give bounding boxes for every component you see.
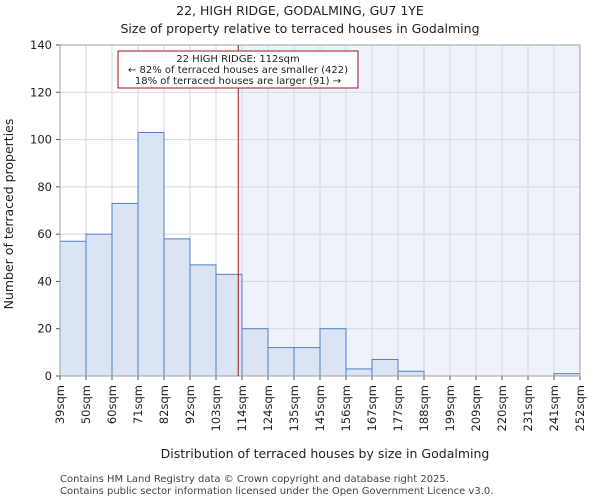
bar-39sqm <box>60 241 86 376</box>
y-tick-label: 120 <box>30 85 52 99</box>
annotation-smaller: ← 82% of terraced houses are smaller (42… <box>128 65 348 76</box>
footer-copyright: Contains HM Land Registry data © Crown c… <box>60 474 449 485</box>
x-tick-label: 103sqm <box>209 385 223 431</box>
x-tick-label: 135sqm <box>287 385 301 431</box>
y-tick-label: 0 <box>45 369 52 383</box>
x-tick-label: 124sqm <box>261 385 275 431</box>
y-tick-label: 140 <box>30 38 52 52</box>
bar-177sqm <box>398 371 424 376</box>
y-tick-label: 40 <box>37 274 52 288</box>
y-tick-label: 20 <box>37 322 52 336</box>
x-axis-ticks: 39sqm 50sqm 60sqm 71sqm 82sqm 92sqm 103sqm 114s… <box>53 376 587 431</box>
chart-canvas: 22, HIGH RIDGE, GODALMING, GU7 1YE Size … <box>0 0 600 500</box>
y-tick-label: 100 <box>30 133 52 147</box>
bar-92sqm <box>190 265 216 376</box>
x-tick-label: 241sqm <box>547 385 561 431</box>
bar-82sqm <box>164 239 190 376</box>
x-tick-label: 50sqm <box>79 385 93 424</box>
x-tick-label: 145sqm <box>313 385 327 431</box>
x-tick-label: 231sqm <box>521 385 535 431</box>
y-tick-label: 60 <box>37 227 52 241</box>
bar-167sqm <box>372 359 398 376</box>
x-tick-label: 92sqm <box>183 385 197 424</box>
x-tick-label: 167sqm <box>365 385 379 431</box>
x-tick-label: 71sqm <box>131 385 145 424</box>
x-tick-label: 156sqm <box>339 385 353 431</box>
x-tick-label: 177sqm <box>391 385 405 431</box>
bar-114sqm <box>242 329 268 376</box>
annotation-property: 22 HIGH RIDGE: 112sqm <box>176 54 299 65</box>
x-tick-label: 114sqm <box>235 385 249 431</box>
y-axis-ticks: 0 20 40 60 80 100 120 140 <box>30 38 60 383</box>
x-tick-label: 82sqm <box>157 385 171 424</box>
x-tick-label: 220sqm <box>495 385 509 431</box>
chart-title: Size of property relative to terraced ho… <box>120 21 479 36</box>
bar-145sqm <box>320 329 346 376</box>
bar-71sqm <box>138 132 164 376</box>
x-tick-label: 60sqm <box>105 385 119 424</box>
bar-124sqm <box>268 348 294 376</box>
y-axis-label: Number of terraced properties <box>1 119 16 310</box>
y-tick-label: 80 <box>37 180 52 194</box>
bar-50sqm <box>86 234 112 376</box>
x-tick-label: 252sqm <box>573 385 587 431</box>
bar-156sqm <box>346 369 372 376</box>
footer-licence: Contains public sector information licen… <box>60 486 493 497</box>
x-tick-label: 199sqm <box>443 385 457 431</box>
x-axis-label: Distribution of terraced houses by size … <box>161 446 490 461</box>
highlight-region <box>238 45 580 376</box>
chart-title-address: 22, HIGH RIDGE, GODALMING, GU7 1YE <box>176 3 424 18</box>
x-tick-label: 209sqm <box>469 385 483 431</box>
x-tick-label: 188sqm <box>417 385 431 431</box>
bar-60sqm <box>112 203 138 376</box>
bar-135sqm <box>294 348 320 376</box>
annotation-larger: 18% of terraced houses are larger (91) → <box>135 76 341 87</box>
x-tick-label: 39sqm <box>53 385 67 424</box>
